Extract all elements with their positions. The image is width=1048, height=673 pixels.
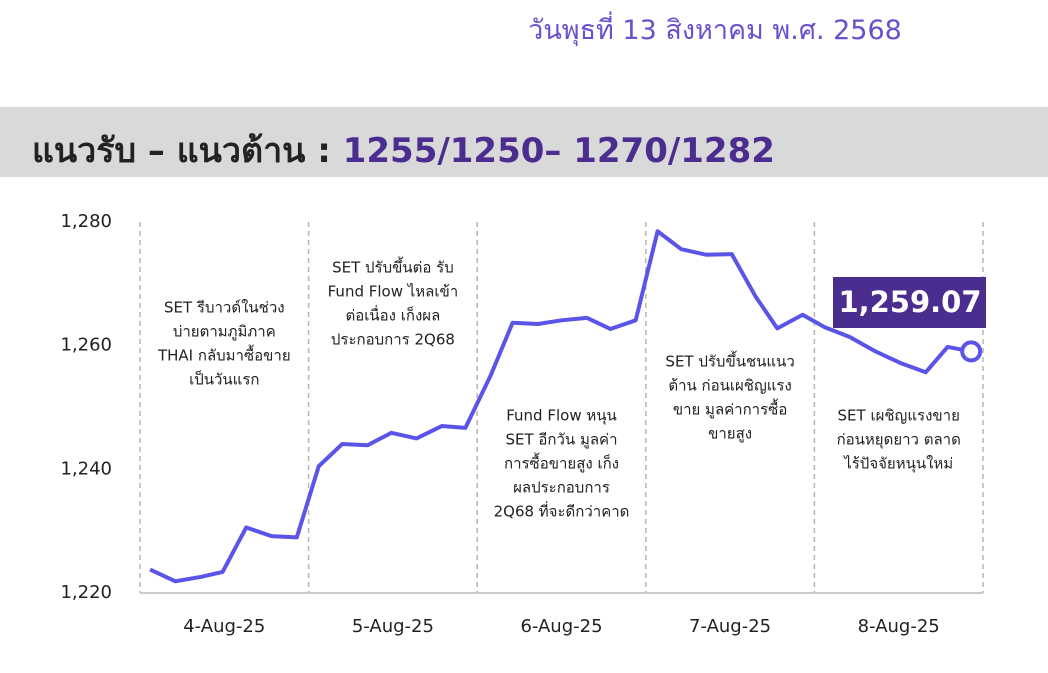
annotation: SET อีกวัน มูลค่า	[505, 431, 617, 449]
annotation: Fund Flow หนุน	[506, 407, 617, 426]
annotation: ต่อเนื่อง เก็งผล	[346, 305, 441, 325]
annotation: ประกอบการ 2Q68	[331, 331, 455, 349]
last-label-box	[833, 277, 986, 328]
annotation: SET ปรับขึ้นชนแนว	[665, 351, 794, 371]
date: วันพุธที่ 13 สิงหาคม พ.ศ. 2568	[528, 15, 902, 46]
last-label: 1,259.07	[838, 285, 981, 319]
x-tick-label: 8-Aug-25	[858, 616, 940, 637]
x-tick-label: 7-Aug-25	[689, 616, 771, 637]
line	[149, 229, 972, 584]
annotation: SET ปรับขึ้นต่อ รับ	[332, 257, 454, 277]
annotation: SET รีบาวด์ในช่วง	[164, 299, 285, 317]
y-tick-label: 1,280	[60, 211, 112, 232]
y-tick-label: 1,220	[60, 582, 112, 603]
title: แนวรับ – แนวต้าน :	[32, 131, 331, 171]
levels: 1255/1250– 1270/1282	[342, 131, 775, 171]
annotation: 2Q68 ที่จะดีกว่าคาด	[494, 501, 630, 521]
annotation: ไร้ปัจจัยหนุนใหม่	[843, 455, 953, 474]
header-band: แนวรับ – แนวต้าน : 1255/1250– 1270/1282	[0, 107, 1048, 177]
annotation: ขาย มูลค่าการซื้อ	[673, 399, 788, 419]
annotation: เป็นวันแรก	[189, 370, 259, 389]
header-title: แนวรับ – แนวต้าน : 1255/1250– 1270/1282	[32, 123, 775, 177]
annotation: ต้าน ก่อนเผชิญแรง	[668, 377, 791, 395]
annotation: บ่ายตามภูมิภาค	[173, 323, 276, 341]
annotation: ก่อนหยุดยาว ตลาด	[837, 431, 961, 450]
annotation: Fund Flow ไหลเข้า	[328, 283, 459, 301]
last-point	[960, 340, 983, 363]
annotation: การซื้อขายสูง เก็ง	[504, 453, 619, 473]
x-tick-label: 4-Aug-25	[183, 616, 265, 637]
annotation: ผลประกอบการ	[513, 479, 610, 497]
annotation: SET เผชิญแรงขาย	[838, 407, 960, 425]
annotation: ขายสูง	[708, 425, 752, 443]
y-tick-label: 1,240	[60, 458, 112, 479]
x-tick-label: 5-Aug-25	[352, 616, 434, 637]
x-tick-label: 6-Aug-25	[520, 616, 602, 637]
annotation: THAI กลับมาซื้อขาย	[157, 345, 291, 365]
y-tick-label: 1,260	[60, 335, 112, 356]
